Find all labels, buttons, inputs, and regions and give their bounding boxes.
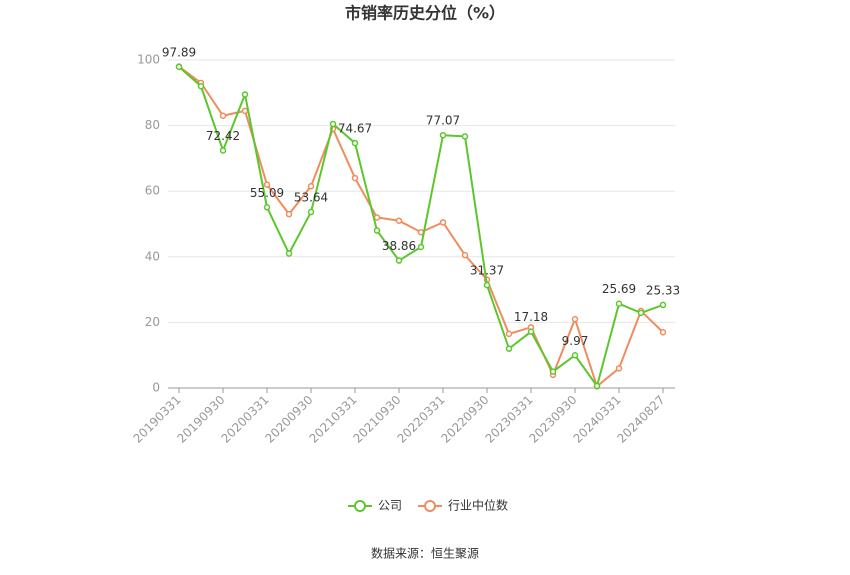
data-label: 38.86	[382, 239, 416, 253]
point	[285, 250, 293, 257]
point	[439, 219, 447, 226]
data-label: 74.67	[338, 122, 372, 136]
x-tick-label: 20240827	[615, 393, 668, 446]
data-label: 97.89	[162, 45, 196, 59]
point	[659, 301, 667, 309]
y-tick-label: 40	[145, 249, 160, 263]
legend-label: 行业中位数	[448, 498, 508, 513]
point	[571, 352, 579, 359]
point	[549, 368, 557, 375]
data-label: 72.42	[206, 129, 240, 143]
point	[461, 133, 469, 140]
data-label: 25.69	[602, 282, 636, 296]
data-label: 25.33	[646, 283, 680, 297]
point	[527, 328, 535, 335]
point	[329, 120, 337, 128]
point	[175, 63, 183, 71]
legend-marker	[424, 500, 436, 512]
data-label: 55.09	[250, 186, 284, 200]
data-label: 31.37	[470, 264, 504, 278]
series-line	[178, 65, 664, 389]
source: 数据来源：恒生聚源	[371, 546, 479, 561]
point	[439, 131, 447, 139]
data-label: 17.18	[514, 310, 548, 324]
point	[241, 91, 249, 98]
point	[593, 382, 601, 390]
point	[373, 214, 381, 221]
y-tick-label: 80	[145, 118, 160, 132]
point	[351, 139, 359, 147]
y-tick-label: 60	[145, 184, 160, 198]
data-label: 9.97	[562, 334, 589, 348]
chart-title: 市销率历史分位（%）	[345, 4, 505, 23]
point	[615, 365, 623, 372]
point	[197, 82, 205, 90]
y-tick-label: 0	[152, 381, 160, 395]
point	[505, 345, 513, 352]
data-label: 53.64	[294, 191, 328, 205]
point	[373, 227, 381, 234]
point	[483, 281, 491, 289]
series-line	[178, 66, 664, 389]
point	[461, 251, 469, 259]
point	[615, 300, 623, 307]
point	[505, 330, 513, 338]
point	[395, 217, 403, 224]
legend-marker	[354, 500, 366, 512]
point	[417, 243, 425, 251]
y-tick-label: 20	[145, 315, 160, 329]
point	[263, 204, 271, 211]
point	[351, 174, 359, 182]
point	[285, 210, 293, 218]
point	[263, 181, 271, 188]
point	[659, 328, 667, 336]
point	[395, 257, 403, 264]
point	[241, 107, 249, 115]
point	[307, 183, 315, 190]
y-tick-label: 100	[137, 53, 160, 67]
data-label: 77.07	[426, 114, 460, 128]
point	[219, 112, 227, 120]
legend-label: 公司	[378, 499, 402, 513]
point	[307, 208, 315, 216]
point	[637, 309, 645, 317]
point	[571, 315, 579, 323]
point	[219, 147, 227, 154]
